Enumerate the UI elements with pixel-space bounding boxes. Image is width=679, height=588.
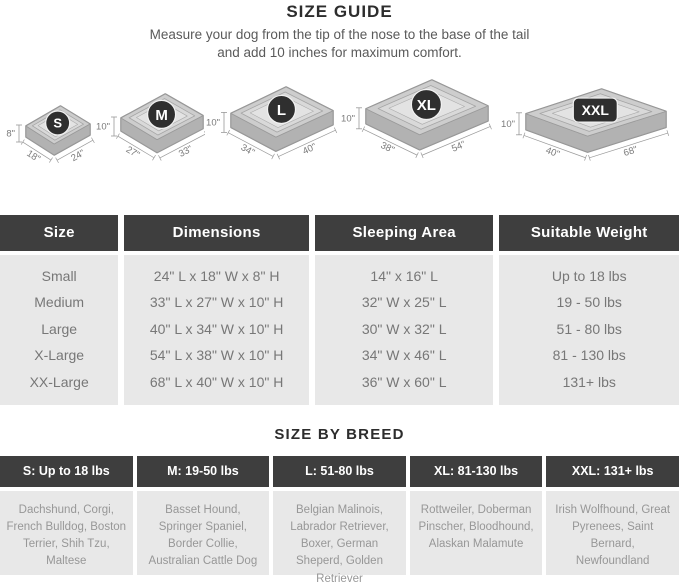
breed-column-header: S: Up to 18 lbs [0,455,133,487]
size-table-cell: Up to 18 lbs [551,267,627,284]
breed-column-header: XL: 81-130 lbs [409,455,543,487]
page-title: SIZE GUIDE [286,2,393,21]
bed-width-label: 33" [177,143,194,159]
size-table-cell: 81 - 130 lbs [552,347,626,364]
bed-width-label: 24" [69,147,87,163]
breed-list: Belgian Malinois, Labrador Retriever, Bo… [273,490,406,585]
bed-size-badge: S [45,110,71,136]
bed-illustration-l: L 10" 34" 40" [206,85,338,160]
breed-column-header: L: 51-80 lbs [273,455,406,487]
bed-illustration-m: M 10" 27" 33" [96,92,205,161]
size-table-cell: 30" W x 32" L [361,320,447,337]
bed-depth-label: 27" [124,144,142,161]
bed-depth-label: 38" [379,140,396,156]
size-table-cell: Small [41,267,77,284]
size-table-cell: 40" L x 34" W x 10" H [149,320,284,337]
page-subtitle: Measure your dog from the tip of the nos… [0,26,679,62]
size-table-cell: Medium [34,294,85,311]
bed-size-badge-label: S [53,115,62,130]
bed-size-badge: L [266,94,297,124]
size-table-cell: 36" W x 60" L [361,373,447,390]
bed-height-label: 8" [6,128,15,139]
bed-height-label: 10" [206,117,220,128]
bed-size-badge: XXL [572,97,618,123]
bed-depth-label: 40" [544,145,561,160]
size-table-cell: 19 - 50 lbs [556,294,622,311]
size-table-cell: 33" L x 27" W x 10" H [149,294,284,311]
bed-size-badge-label: XXL [582,102,610,118]
size-table-column: Small Medium Large X-Large XX-Large [0,254,119,405]
size-table-header: Size [0,214,119,251]
bed-size-badge-label: L [277,101,286,118]
size-table-cell: 68" L x 40" W x 10" H [149,373,284,390]
size-table-cell: 34" W x 46" L [361,347,447,364]
subtitle-line-1: Measure your dog from the tip of the nos… [149,27,530,42]
bed-size-badge: XL [410,88,442,120]
bed-size-badge-label: M [155,106,168,123]
size-table: Size Dimensions Sleeping Area Suitable Weig… [0,214,679,405]
bed-illustration-xl: XL 10" 38" 54" [341,78,492,158]
breed-column-header: M: 19-50 lbs [136,455,270,487]
size-table-header: Sleeping Area [314,214,494,251]
size-table-cell: Large [41,320,78,337]
size-table-cell: X-Large [34,347,85,364]
bed-height-label: 10" [341,113,355,124]
bed-illustration-s: S 8" 18" 24" [6,104,95,165]
bed-depth-label: 34" [239,142,256,158]
breed-list: Rottweiler, Doberman Pinscher, Bloodhoun… [409,490,543,575]
breed-list: Dachshund, Corgi, French Bulldog, Boston… [0,490,133,575]
size-table-column: 14" x 16" L 32" W x 25" L 30" W x 32" L 34"… [314,254,494,405]
breed-section-title: SIZE BY BREED [274,425,405,443]
bed-width-label: 54" [450,139,467,155]
breed-table: S: Up to 18 lbs M: 19-50 lbs L: 51-80 lbs X… [0,455,679,585]
size-table-header: Suitable Weight [499,214,679,251]
size-table-cell: 32" W x 25" L [361,294,447,311]
breed-list: Basset Hound, Springer Spaniel, Border C… [136,490,270,575]
size-table-cell: 131+ lbs [562,373,616,390]
size-table-cell: 54" L x 38" W x 10" H [149,347,284,364]
size-table-column: Up to 18 lbs 19 - 50 lbs 51 - 80 lbs 81 - 1… [499,254,679,405]
bed-height-label: 10" [501,118,515,129]
bed-illustrations-row: S 8" 18" 24" M 10" 27" 33" L 10" 34" 40" XL 10" 38" 54"… [0,75,679,191]
bed-width-label: 40" [301,141,318,157]
size-table-cell: 14" x 16" L [370,267,438,284]
bed-size-badge-label: XL [417,97,436,114]
size-table-header: Dimensions [124,214,309,251]
bed-width-label: 68" [622,144,639,159]
size-table-cell: XX-Large [29,373,89,390]
breed-list: Irish Wolfhound, Great Pyrenees, Saint B… [546,490,679,575]
subtitle-line-2: and add 10 inches for maximum comfort. [217,44,462,60]
size-table-column: 24" L x 18" W x 8" H 33" L x 27" W x 10" … [124,254,309,405]
breed-column-header: XXL: 131+ lbs [546,455,679,487]
bed-size-badge: M [146,99,177,129]
bed-depth-label: 18" [24,148,42,165]
size-table-cell: 24" L x 18" W x 8" H [153,267,280,284]
size-table-cell: 51 - 80 lbs [556,320,622,337]
bed-height-label: 10" [96,121,110,132]
bed-illustration-xxl: XXL 10" 40" 68" [501,87,670,161]
